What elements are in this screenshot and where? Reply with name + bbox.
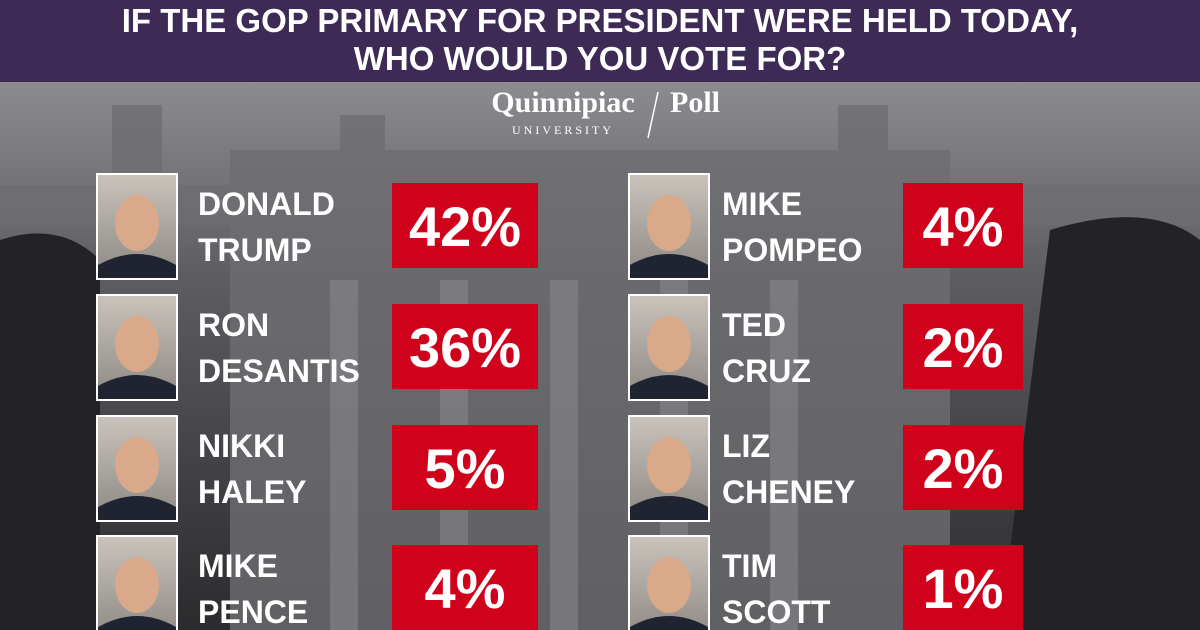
header-band [0, 0, 1200, 82]
candidate-name: DESANTIS [198, 353, 360, 389]
candidate: TIM SCOTT 1% [628, 535, 1023, 630]
result: 2% [923, 316, 1004, 379]
logo: Quinnipiac UNIVERSITY Poll [491, 86, 720, 139]
photo-head [115, 437, 159, 493]
candidate-name: NIKKI [198, 428, 285, 464]
candidate-name: HALEY [198, 474, 306, 510]
photo-body [630, 375, 708, 399]
result-box [392, 545, 538, 630]
candidate-name: CHENEY [722, 474, 855, 510]
photo-head [115, 195, 159, 251]
result: 4% [923, 195, 1004, 258]
candidate-name: POMPEO [722, 232, 862, 268]
result: 42% [409, 195, 521, 258]
trees [0, 217, 1200, 630]
title: IF THE GOP PRIMARY FOR PRESIDENT WERE HE… [122, 2, 1079, 39]
photo-body [630, 496, 708, 520]
result-box [392, 425, 538, 510]
result-box [903, 425, 1023, 510]
result-box [392, 183, 538, 268]
candidate-name: SCOTT [722, 594, 831, 630]
logo-sub: UNIVERSITY [512, 123, 614, 137]
result-box [903, 545, 1023, 630]
result-box [392, 304, 538, 389]
candidate-name: DONALD [198, 186, 335, 222]
candidate-name: LIZ [722, 428, 770, 464]
candidate-name: TED [722, 307, 786, 343]
candidate: MIKE PENCE 4% [96, 535, 538, 630]
photo-body [98, 254, 176, 278]
candidate: TED CRUZ 2% [628, 294, 1023, 401]
candidate-name: CRUZ [722, 353, 811, 389]
photo-head [647, 195, 691, 251]
candidate-name: TRUMP [198, 232, 312, 268]
candidate: DONALD TRUMP 42% [96, 173, 538, 280]
result: 36% [409, 316, 521, 379]
title: WHO WOULD YOU VOTE FOR? [354, 40, 847, 77]
photo-head [647, 316, 691, 372]
logo-name: Quinnipiac [491, 86, 634, 119]
photo-head [115, 316, 159, 372]
candidate: LIZ CHENEY 2% [628, 415, 1023, 522]
result: 4% [425, 557, 506, 620]
result: 2% [923, 437, 1004, 500]
result: 1% [923, 557, 1004, 620]
candidate: RON DESANTIS 36% [96, 294, 538, 401]
candidate: NIKKI HALEY 5% [96, 415, 538, 522]
photo-head [647, 437, 691, 493]
photo-body [98, 496, 176, 520]
result-box [903, 304, 1023, 389]
photo-body [630, 254, 708, 278]
photo-body [630, 616, 708, 630]
photo-body [98, 375, 176, 399]
candidate-name: MIKE [198, 548, 278, 584]
result: 5% [425, 437, 506, 500]
logo-poll: Poll [670, 86, 720, 119]
result-box [903, 183, 1023, 268]
candidate-name: MIKE [722, 186, 802, 222]
photo-head [115, 557, 159, 613]
candidate-name: RON [198, 307, 269, 343]
candidate: MIKE POMPEO 4% [628, 173, 1023, 280]
candidate-name: TIM [722, 548, 777, 584]
photo-body [98, 616, 176, 630]
photo-head [647, 557, 691, 613]
logo-divider [647, 91, 659, 139]
candidate-name: PENCE [198, 594, 308, 630]
